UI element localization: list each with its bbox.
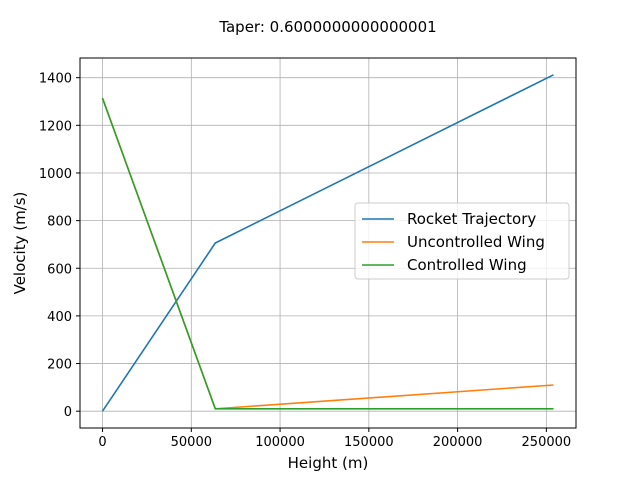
series-line-rocket-trajectory xyxy=(101,74,554,412)
y-tick-label: 400 xyxy=(47,310,72,325)
y-tick-label: 200 xyxy=(47,358,72,373)
x-tick-label: 50000 xyxy=(171,435,212,450)
y-tick-label: 1000 xyxy=(39,167,72,182)
axis-ticks: 0 50000 100000 150000 200000 250000 0 200 400 600… xyxy=(39,72,571,450)
x-tick-label: 200000 xyxy=(433,435,483,450)
x-tick-label: 250000 xyxy=(522,435,572,450)
legend-label-controlled-wing: Controlled Wing xyxy=(407,256,527,274)
legend-label-uncontrolled-wing: Uncontrolled Wing xyxy=(407,233,545,251)
y-axis-label: Velocity (m/s) xyxy=(11,192,29,295)
y-tick-label: 1400 xyxy=(39,72,72,87)
legend: Rocket Trajectory Uncontrolled Wing Contro… xyxy=(354,202,570,280)
series-line-controlled-wing xyxy=(101,97,554,410)
y-tick-label: 1200 xyxy=(39,119,72,134)
chart-title: Taper: 0.6000000000000001 xyxy=(218,18,436,36)
x-tick-label: 150000 xyxy=(344,435,394,450)
y-tick-label: 600 xyxy=(47,262,72,277)
legend-label-rocket-trajectory: Rocket Trajectory xyxy=(407,210,536,228)
legend-box xyxy=(354,202,570,280)
series-layer xyxy=(101,74,554,412)
x-tick-label: 0 xyxy=(98,435,106,450)
x-tick-label: 100000 xyxy=(255,435,305,450)
plot-frame xyxy=(79,57,577,429)
y-tick-label: 800 xyxy=(47,215,72,230)
grid xyxy=(80,58,576,428)
y-tick-label: 0 xyxy=(64,405,72,420)
x-axis-label: Height (m) xyxy=(288,454,369,472)
